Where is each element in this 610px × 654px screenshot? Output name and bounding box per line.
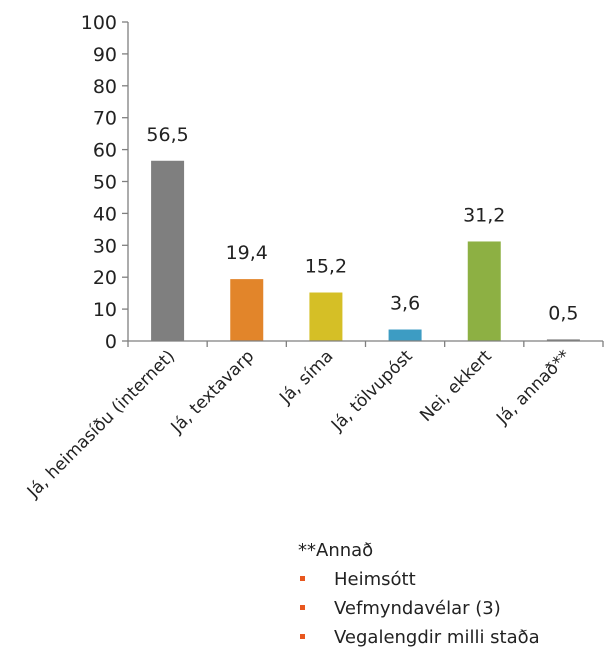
- y-tick-label: 60: [93, 140, 117, 162]
- footnote-item: Vefmyndavélar (3): [298, 594, 540, 623]
- footnote: **Annað Heimsótt Vefmyndavélar (3) Vegal…: [298, 536, 540, 652]
- footnote-list: Heimsótt Vefmyndavélar (3) Vegalengdir m…: [298, 565, 540, 652]
- bars: [151, 160, 580, 341]
- data-label: 0,5: [548, 302, 578, 324]
- footnote-item: Vegalengdir milli staða: [298, 623, 540, 652]
- y-tick-label: 0: [105, 331, 117, 353]
- data-label: 15,2: [305, 256, 347, 278]
- footnote-title: **Annað: [298, 540, 374, 561]
- y-tick-label: 70: [93, 108, 117, 130]
- category-label: Já, annað**: [492, 346, 575, 429]
- bar: [151, 160, 185, 341]
- bar: [230, 279, 264, 341]
- category-label: Nei, ekkert: [416, 346, 496, 426]
- y-tick-label: 80: [93, 76, 117, 98]
- data-label: 56,5: [146, 124, 188, 146]
- y-axis: 0 10 20 30 40 50 60 70 80 90 100: [81, 12, 129, 353]
- y-tick-label: 20: [93, 267, 117, 289]
- y-tick-label: 50: [93, 172, 117, 194]
- data-label: 19,4: [226, 242, 268, 264]
- bar-chart: 0 10 20 30 40 50 60 70 80 90 100 56,5 19,4 15,2 3,6 31…: [23, 12, 604, 503]
- y-tick-label: 90: [93, 44, 117, 66]
- data-labels: 56,5 19,4 15,2 3,6 31,2 0,5: [146, 124, 578, 325]
- data-label: 31,2: [463, 204, 505, 226]
- y-tick-label: 10: [93, 299, 117, 321]
- y-tick-label: 40: [93, 203, 117, 225]
- bar: [546, 339, 580, 341]
- category-label: Já, heimasíðu (internet): [23, 346, 179, 502]
- category-label: Já, tölvupóst: [327, 346, 417, 436]
- data-label: 3,6: [390, 293, 420, 315]
- bar: [388, 329, 422, 341]
- x-axis: Já, heimasíðu (internet)Já, textavarp Já,…: [23, 340, 604, 503]
- y-tick-label: 100: [81, 12, 117, 34]
- bar: [309, 292, 343, 341]
- category-label: Já, textavarp: [167, 346, 259, 438]
- category-label: Já, síma: [275, 346, 337, 408]
- bar: [467, 241, 501, 341]
- footnote-item: Heimsótt: [298, 565, 540, 594]
- y-tick-label: 30: [93, 235, 117, 257]
